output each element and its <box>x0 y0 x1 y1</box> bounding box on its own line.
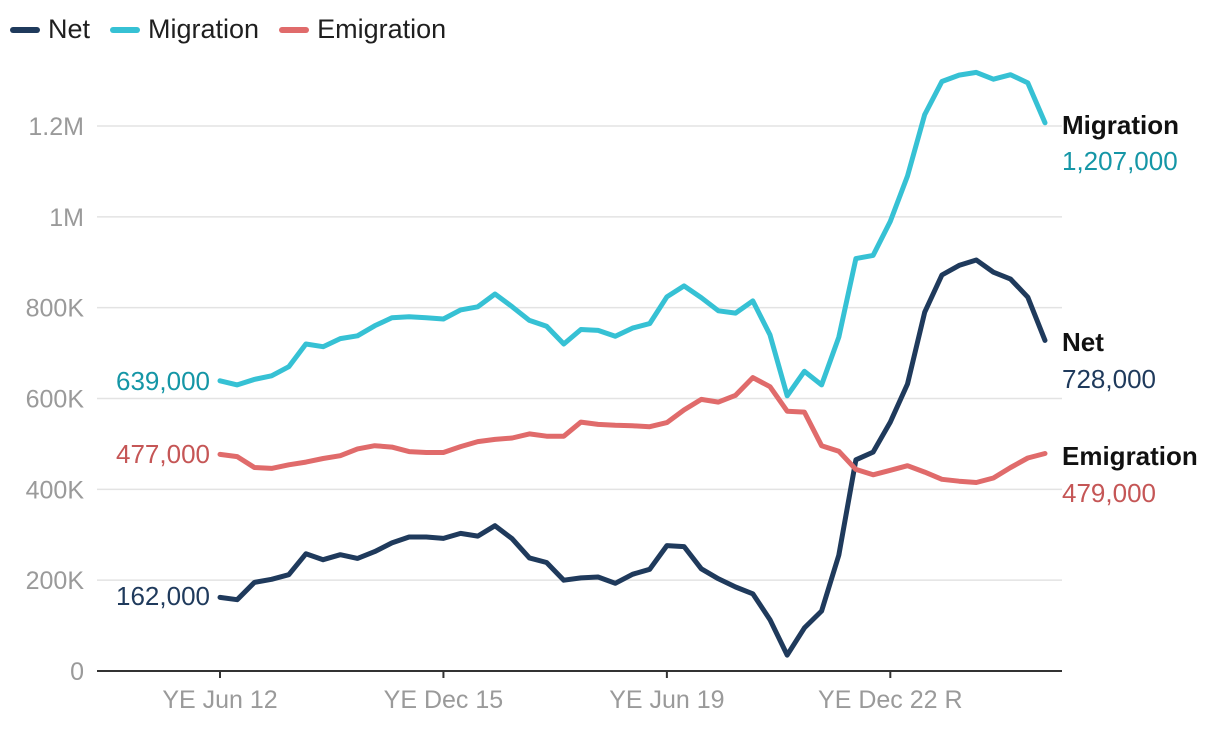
legend-item-emigration: Emigration <box>279 14 446 45</box>
start-label-migration: 639,000 <box>116 366 210 396</box>
legend-item-migration: Migration <box>110 14 259 45</box>
gridlines <box>97 125 1062 672</box>
series-lines <box>217 69 1048 658</box>
legend-label-emigration: Emigration <box>317 14 447 44</box>
series-line-net <box>217 257 1048 658</box>
x-tick-label: YE Jun 19 <box>609 686 724 714</box>
series-line-emigration <box>217 375 1048 485</box>
x-tick-label: YE Dec 15 <box>384 686 504 714</box>
y-axis-ticks: 0 200K 400K 600K 800K 1M 1.2M <box>26 113 85 686</box>
x-axis-ticks: YE Jun 12 YE Dec 15 YE Jun 19 YE Dec 22 R <box>162 671 963 714</box>
end-label-emigration-value: 479,000 <box>1062 478 1156 508</box>
end-label-migration-name: Migration <box>1062 110 1179 140</box>
end-label-net-value: 728,000 <box>1062 364 1156 394</box>
end-label-migration-value: 1,207,000 <box>1062 146 1178 176</box>
legend-swatch-net <box>10 26 40 33</box>
legend-label-migration: Migration <box>148 14 260 44</box>
y-tick-label: 800K <box>26 295 85 323</box>
start-label-emigration: 477,000 <box>116 439 210 469</box>
x-tick-label: YE Jun 12 <box>162 686 277 714</box>
legend: Net Migration Emigration <box>10 14 446 45</box>
legend-swatch-migration <box>110 26 141 33</box>
end-label-net-name: Net <box>1062 327 1104 357</box>
x-tick-label: YE Dec 22 R <box>818 686 963 714</box>
y-tick-label: 0 <box>70 658 84 686</box>
y-tick-label: 200K <box>26 567 85 595</box>
y-tick-label: 600K <box>26 386 85 414</box>
y-tick-label: 1M <box>49 204 84 232</box>
y-tick-label: 400K <box>26 476 85 504</box>
legend-swatch-emigration <box>279 26 310 33</box>
end-label-emigration-name: Emigration <box>1062 441 1198 471</box>
legend-label-net: Net <box>48 14 91 44</box>
series-line-migration <box>217 69 1048 399</box>
y-tick-label: 1.2M <box>28 113 84 141</box>
legend-item-net: Net <box>10 14 90 45</box>
start-label-net: 162,000 <box>116 581 210 611</box>
